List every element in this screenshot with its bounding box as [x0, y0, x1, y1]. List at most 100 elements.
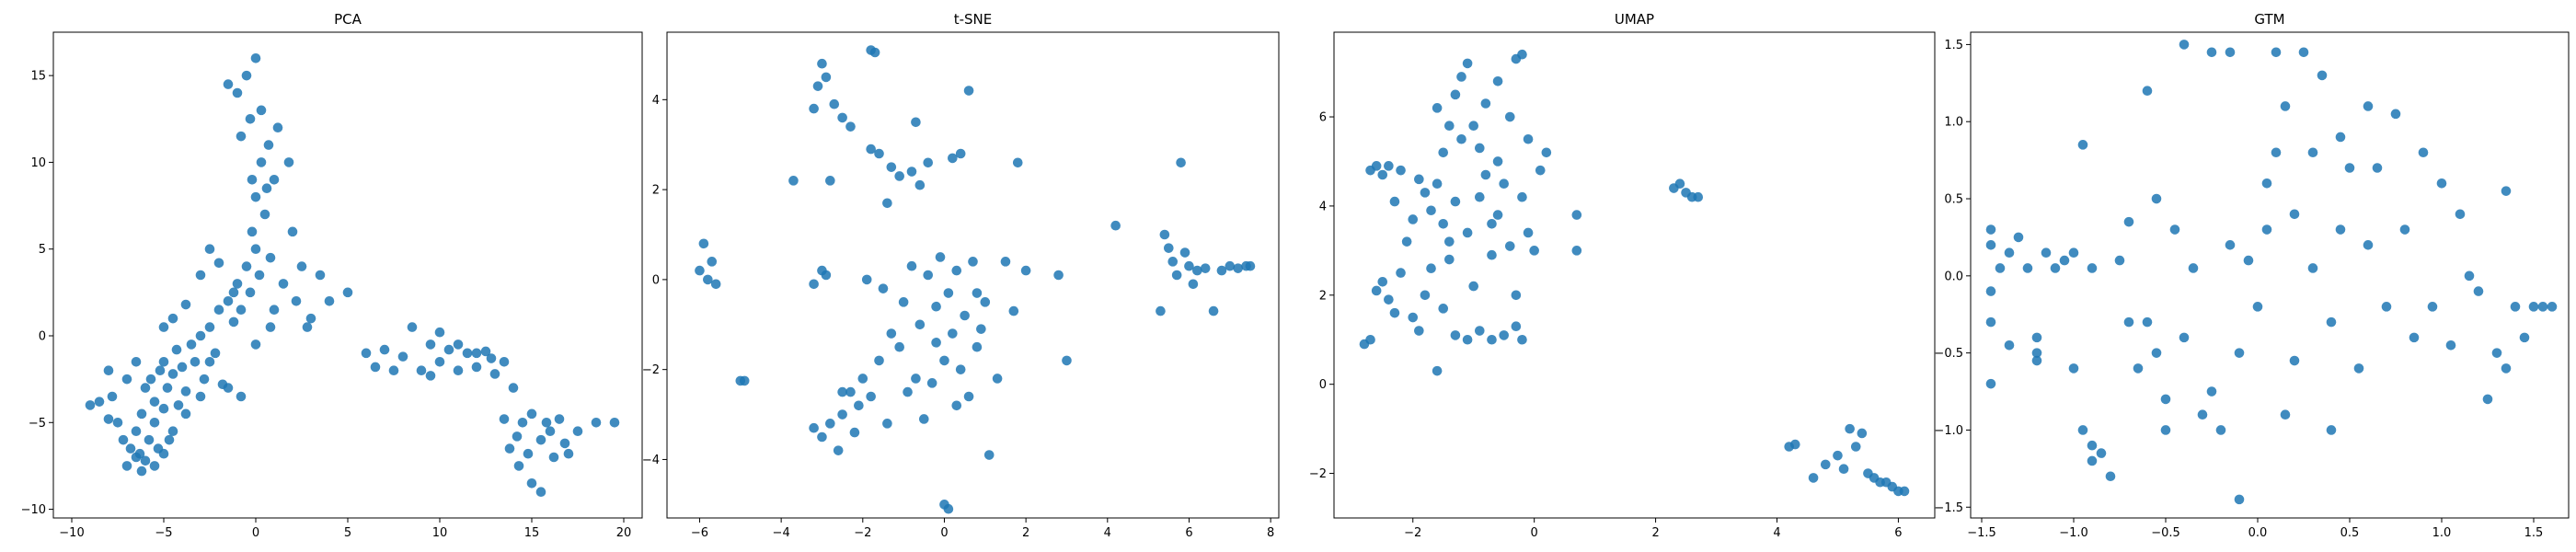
data-point: [236, 131, 247, 142]
data-point: [2390, 109, 2401, 120]
data-point: [1389, 307, 1400, 318]
data-point: [2326, 425, 2337, 435]
data-point: [1857, 428, 1868, 439]
data-point: [272, 122, 283, 133]
data-point: [2335, 132, 2346, 143]
data-point: [535, 434, 546, 445]
y-tick-label: −0.5: [1934, 347, 1963, 361]
axes-frame: [666, 31, 1280, 519]
data-point: [2501, 186, 2512, 196]
data-point: [535, 487, 546, 498]
data-point: [1523, 133, 1534, 144]
data-point: [1517, 334, 1527, 345]
data-point: [845, 121, 856, 132]
data-point: [703, 274, 713, 285]
data-point: [2068, 247, 2079, 258]
data-point: [1192, 265, 1202, 276]
data-point: [1820, 459, 1831, 470]
x-tick-label: 6: [1185, 526, 1192, 540]
data-point: [1225, 260, 1236, 271]
data-point: [1517, 49, 1527, 60]
data-point: [2225, 240, 2236, 250]
data-point: [324, 295, 335, 306]
y-tick-label: 0: [1319, 378, 1327, 392]
data-point: [960, 310, 970, 321]
data-point: [809, 279, 819, 290]
data-point: [291, 295, 302, 306]
data-point: [2307, 147, 2318, 158]
data-point: [526, 477, 537, 489]
data-point: [923, 270, 934, 281]
y-tick-label: 0: [39, 330, 46, 344]
data-point: [1062, 355, 1072, 366]
data-point: [1389, 196, 1400, 207]
data-point: [517, 417, 528, 428]
data-point: [1499, 178, 1509, 189]
panel-title-umap: UMAP: [1615, 11, 1654, 28]
x-tick-label: −0.5: [2151, 526, 2180, 540]
data-point: [453, 339, 464, 350]
points-gtm: [1985, 40, 2558, 505]
data-point: [2261, 178, 2272, 189]
data-point: [453, 365, 464, 376]
data-point: [1408, 312, 1419, 323]
data-point: [1408, 214, 1419, 224]
data-point: [2353, 363, 2364, 374]
data-point: [2464, 270, 2475, 282]
data-point: [213, 258, 224, 269]
data-point: [228, 287, 239, 298]
data-point: [2418, 147, 2429, 158]
data-point: [2381, 302, 2392, 312]
data-point: [269, 174, 280, 185]
data-point: [2528, 302, 2539, 312]
data-point: [878, 283, 889, 293]
data-point: [1492, 75, 1503, 86]
panel-title-tsne: t-SNE: [954, 11, 993, 28]
data-point: [825, 419, 835, 429]
x-tick-label: 6: [1894, 526, 1902, 540]
data-point: [1523, 227, 1534, 238]
data-point: [121, 461, 132, 471]
data-point: [2271, 147, 2282, 158]
data-point: [2142, 316, 2153, 328]
data-point: [158, 356, 169, 367]
data-point: [898, 297, 909, 307]
data-point: [278, 279, 289, 289]
points-pca: [85, 52, 620, 498]
data-point: [155, 365, 166, 376]
data-point: [508, 383, 519, 393]
data-point: [2510, 302, 2521, 312]
data-point: [471, 362, 482, 373]
data-point: [236, 305, 247, 316]
data-point: [1188, 279, 1199, 290]
data-point: [1499, 330, 1509, 340]
data-point: [707, 257, 718, 267]
y-tick-label: −4: [642, 454, 660, 467]
data-point: [1674, 178, 1685, 189]
data-point: [894, 171, 904, 181]
data-point: [2289, 355, 2300, 366]
data-point: [149, 397, 160, 407]
data-point: [1462, 334, 1473, 345]
data-point: [425, 339, 436, 350]
data-point: [1845, 423, 1855, 434]
data-point: [866, 144, 876, 155]
data-point: [136, 408, 147, 420]
data-point: [559, 438, 570, 449]
data-point: [972, 288, 983, 298]
data-point: [837, 112, 847, 123]
data-point: [2087, 455, 2098, 466]
x-tick-label: 8: [1267, 526, 1274, 540]
data-point: [1475, 326, 1485, 336]
data-point: [2455, 209, 2466, 220]
data-point: [1444, 236, 1455, 247]
data-point: [1492, 156, 1503, 167]
data-point: [144, 434, 155, 445]
data-point: [2041, 247, 2052, 258]
data-point: [136, 466, 147, 477]
data-point: [177, 362, 188, 373]
data-point: [955, 364, 966, 374]
data-point: [1365, 334, 1375, 345]
data-point: [489, 369, 500, 379]
